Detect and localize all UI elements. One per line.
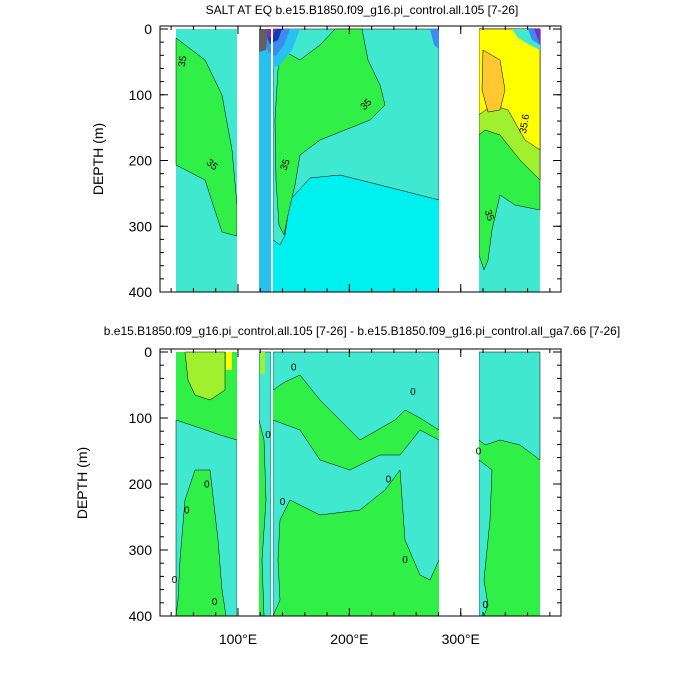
bottom-x-tick-label: 200°E: [330, 631, 368, 647]
bottom-contour-label: 0: [386, 475, 392, 486]
top-land-gap-1: [237, 29, 259, 292]
bot-strip-lightgreen: [260, 352, 265, 374]
bot-region-central-turquoise-mid: [272, 419, 440, 616]
top-region-east-gold: [481, 49, 506, 113]
bottom-plot-frame: [159, 348, 562, 617]
bottom-contour-label: 0: [204, 479, 210, 490]
bottom-contour-label: 0: [172, 575, 178, 586]
bottom-contour-label: 0: [482, 600, 488, 611]
bottom-panel: b.e15.B1850.f09_g16.pi_control.all.105 […: [74, 324, 620, 647]
bot-land-gap-1: [237, 352, 259, 616]
top-surface-right-blue: [430, 29, 440, 50]
bottom-contour-label: 0: [212, 597, 218, 608]
top-strip-skyblue: [259, 29, 271, 292]
top-y-tick-label: 0: [144, 21, 152, 37]
top-contour-label: 35: [482, 208, 496, 223]
bottom-contour-label: 0: [280, 497, 286, 508]
bottom-y-tick-label: 200: [129, 476, 153, 492]
bottom-contour-label: 0: [402, 555, 408, 566]
bottom-x-axis: 100°E 200°E 300°E: [170, 349, 551, 647]
top-region-east-surface-purple: [534, 29, 540, 45]
bottom-x-tick-label: 100°E: [219, 631, 257, 647]
top-x-axis: [170, 26, 551, 292]
bottom-y-axis: 0 100 200 300 400: [129, 344, 561, 624]
top-y-axis-label: DEPTH (m): [90, 123, 106, 195]
top-y-tick-label: 300: [129, 218, 153, 234]
bot-region-west-lightgreen: [184, 351, 226, 401]
bot-region-east-turquoise-lower: [478, 459, 493, 616]
bot-land-gap-3: [439, 352, 479, 616]
top-surface-gray: [258, 29, 268, 52]
top-y-axis: 0 100 200 300 400: [129, 21, 561, 300]
bottom-y-axis-label: DEPTH (m): [74, 447, 90, 519]
bot-region-east-turquoise-upper: [478, 351, 541, 461]
top-panel: SALT AT EQ b.e15.B1850.f09_g16.pi_contro…: [90, 3, 562, 300]
bottom-contour-label: 0: [410, 387, 416, 398]
bottom-y-tick-label: 400: [129, 608, 153, 624]
top-land-gap-3: [439, 29, 479, 292]
top-land-gap-2: [271, 29, 273, 292]
bottom-contour-label: 0: [291, 362, 297, 373]
top-y-tick-label: 200: [129, 153, 153, 169]
bot-region-west-turquoise: [175, 419, 238, 616]
top-y-tick-label: 400: [129, 284, 153, 300]
top-y-tick-label: 100: [129, 87, 153, 103]
bottom-x-tick-label: 300°E: [442, 631, 480, 647]
bottom-contour-label: 0: [265, 430, 271, 441]
bottom-contour-label: 0: [184, 506, 190, 517]
top-contour-field: [175, 28, 541, 292]
top-contour-label: 35.6: [518, 113, 532, 135]
bottom-y-tick-label: 300: [129, 542, 153, 558]
top-chart-title: SALT AT EQ b.e15.B1850.f09_g16.pi_contro…: [206, 3, 519, 17]
bottom-contour-label: 0: [476, 446, 482, 457]
top-region-central-green: [274, 28, 386, 236]
bottom-y-tick-label: 100: [129, 410, 153, 426]
bottom-chart-title: b.e15.B1850.f09_g16.pi_control.all.105 […: [104, 324, 620, 338]
bottom-contour-field: [175, 351, 541, 616]
top-plot-frame: [159, 25, 562, 293]
top-contour-label: 35: [279, 157, 293, 172]
bot-land-gap-2: [271, 352, 273, 616]
bottom-y-tick-label: 0: [144, 344, 152, 360]
bottom-contour-labels: 0 0 0 0 0 0 0 0 0 0 0 0: [172, 362, 489, 611]
top-contour-label: 35: [177, 55, 190, 68]
bot-region-west-yellow: [226, 352, 232, 370]
